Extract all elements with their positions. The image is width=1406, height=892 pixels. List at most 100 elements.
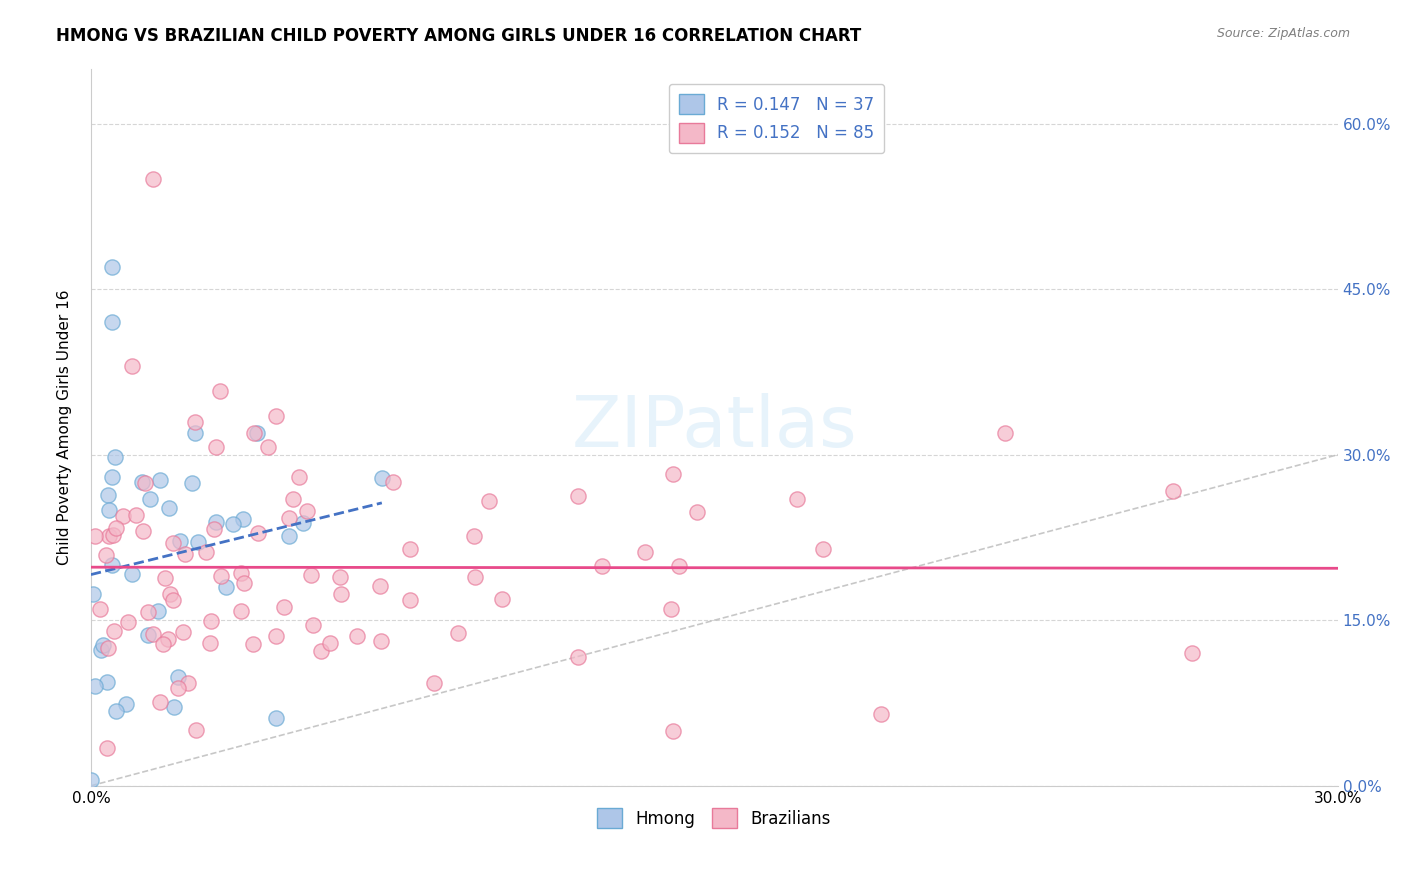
Brazilians [811,541,834,556]
Brazilians [264,409,287,423]
Hmong [215,580,238,594]
Brazilians [148,695,170,709]
Brazilians [287,470,309,484]
Hmong [205,516,228,530]
Brazilians [273,599,295,614]
Brazilians [204,440,226,454]
Text: HMONG VS BRAZILIAN CHILD POVERTY AMONG GIRLS UNDER 16 CORRELATION CHART: HMONG VS BRAZILIAN CHILD POVERTY AMONG G… [56,27,862,45]
Brazilians [200,635,222,649]
Brazilians [121,359,143,374]
Brazilians [103,528,125,542]
Brazilians [209,384,232,398]
Brazilians [661,723,683,738]
Hmong [139,492,162,507]
Hmong [104,704,127,718]
Brazilians [174,547,197,561]
Hmong [100,260,122,274]
Brazilians [463,529,485,543]
Hmong [100,558,122,573]
Brazilians [117,615,139,629]
Brazilians [281,492,304,507]
Brazilians [1161,484,1184,499]
Brazilians [132,524,155,538]
Brazilians [567,650,589,665]
Brazilians [491,592,513,607]
Hmong [131,475,153,489]
Legend: Hmong, Brazilians: Hmong, Brazilians [591,801,838,835]
Brazilians [330,587,353,601]
Brazilians [257,440,280,454]
Hmong [100,315,122,329]
Brazilians [209,569,232,583]
Brazilians [98,529,121,543]
Brazilians [202,522,225,536]
Brazilians [172,625,194,640]
Brazilians [153,571,176,585]
Brazilians [229,566,252,581]
Brazilians [661,467,683,481]
Hmong [246,425,269,440]
Hmong [163,700,186,714]
Brazilians [302,618,325,632]
Brazilians [242,637,264,651]
Hmong [91,638,114,652]
Brazilians [264,629,287,643]
Brazilians [478,494,501,508]
Hmong [82,586,104,600]
Brazilians [869,707,891,722]
Brazilians [382,475,405,490]
Brazilians [370,633,392,648]
Brazilians [346,629,368,643]
Hmong [167,670,190,684]
Brazilians [277,511,299,525]
Brazilians [134,475,156,490]
Brazilians [142,172,165,186]
Brazilians [103,624,125,638]
Brazilians [159,587,181,601]
Hmong [114,697,136,711]
Brazilians [786,491,808,506]
Brazilians [329,570,352,584]
Hmong [232,512,254,526]
Hmong [96,675,118,690]
Brazilians [157,632,180,646]
Hmong [184,425,207,440]
Brazilians [423,676,446,690]
Brazilians [399,542,422,557]
Hmong [97,502,120,516]
Text: Source: ZipAtlas.com: Source: ZipAtlas.com [1216,27,1350,40]
Hmong [292,516,315,531]
Brazilians [368,579,391,593]
Brazilians [177,676,200,690]
Hmong [187,534,209,549]
Text: ZIPatlas: ZIPatlas [571,392,858,462]
Hmong [181,476,204,491]
Hmong [266,711,288,725]
Hmong [157,501,180,516]
Brazilians [243,425,266,440]
Brazilians [162,536,184,550]
Brazilians [591,559,613,574]
Hmong [169,534,191,549]
Brazilians [231,604,253,618]
Brazilians [152,637,174,651]
Hmong [121,567,143,582]
Brazilians [659,602,682,616]
Brazilians [162,592,184,607]
Brazilians [89,601,111,615]
Brazilians [567,489,589,503]
Brazilians [166,681,188,695]
Y-axis label: Child Poverty Among Girls Under 16: Child Poverty Among Girls Under 16 [58,289,72,565]
Hmong [136,628,159,642]
Brazilians [464,570,486,584]
Brazilians [125,508,148,523]
Brazilians [96,741,118,756]
Hmong [278,529,301,543]
Hmong [149,473,172,487]
Brazilians [398,592,420,607]
Hmong [100,470,122,484]
Hmong [83,679,105,693]
Hmong [104,450,127,464]
Brazilians [446,626,468,640]
Brazilians [634,545,657,559]
